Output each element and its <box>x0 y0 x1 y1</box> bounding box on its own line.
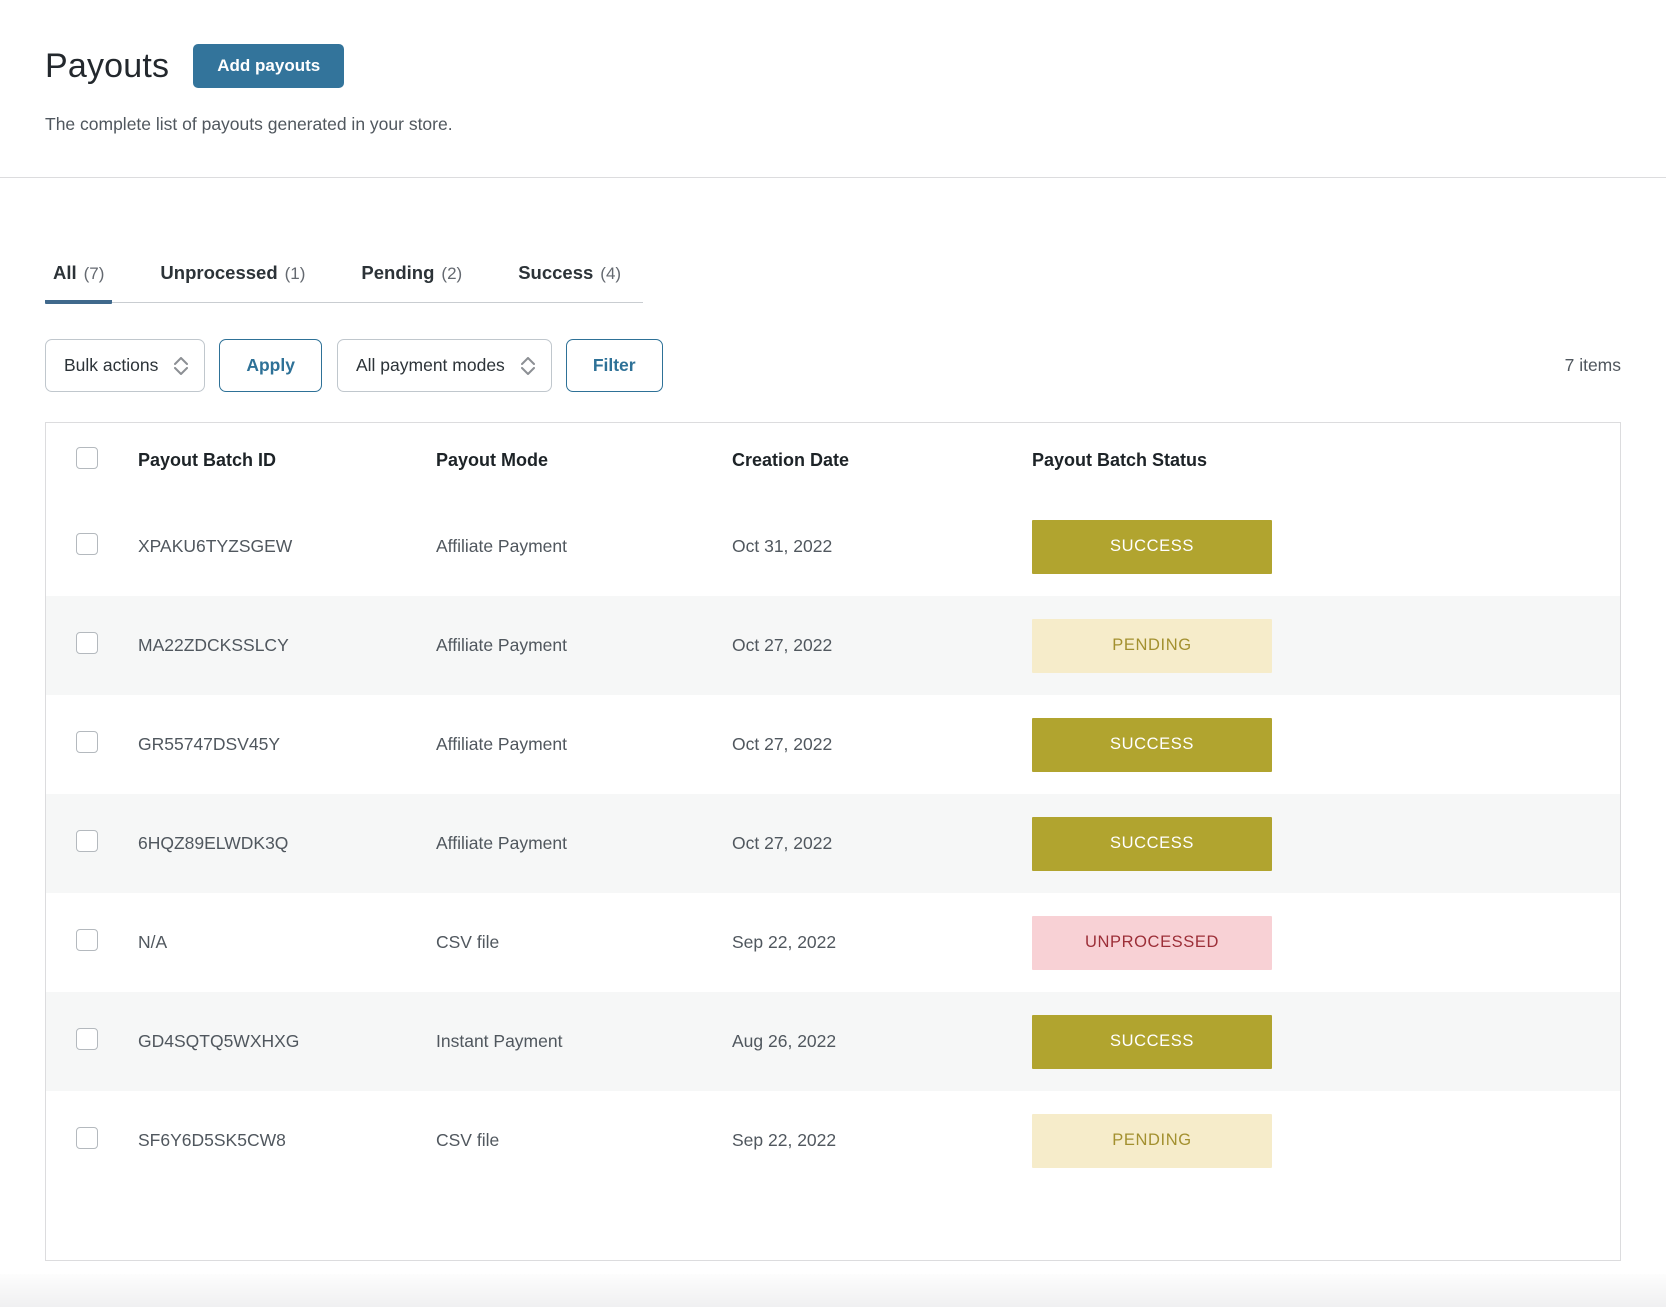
select-all-checkbox[interactable] <box>76 446 98 469</box>
table-row: GD4SQTQ5WXHXG Instant Payment Aug 26, 20… <box>46 992 1620 1091</box>
creation-date: Oct 27, 2022 <box>732 635 833 655</box>
status-badge: SUCCESS <box>1032 1014 1272 1069</box>
table-body: XPAKU6TYZSGEW Affiliate Payment Oct 31, … <box>46 497 1620 1190</box>
table-row: SF6Y6D5SK5CW8 CSV file Sep 22, 2022 PEND… <box>46 1091 1620 1190</box>
row-checkbox[interactable] <box>76 830 98 852</box>
status-tabs: All (7) Unprocessed (1) Pending (2) Succ… <box>45 262 644 304</box>
tab-count: (2) <box>441 264 463 283</box>
filter-button[interactable]: Filter <box>565 339 663 392</box>
payout-mode: Affiliate Payment <box>436 833 567 853</box>
creation-date: Oct 31, 2022 <box>732 536 833 556</box>
tab-label: All <box>53 262 77 283</box>
chevron-updown-icon <box>174 356 189 375</box>
payouts-table: Payout Batch ID Payout Mode Creation Dat… <box>45 422 1621 1261</box>
payout-mode: Affiliate Payment <box>436 635 567 655</box>
table-row: N/A CSV file Sep 22, 2022 UNPROCESSED <box>46 893 1620 992</box>
items-count: 7 items <box>1564 355 1621 375</box>
status-badge: SUCCESS <box>1032 717 1272 772</box>
payment-modes-select[interactable]: All payment modes <box>336 339 552 392</box>
creation-date: Oct 27, 2022 <box>732 833 833 853</box>
row-checkbox[interactable] <box>76 1028 98 1050</box>
payout-batch-id: N/A <box>138 932 168 952</box>
row-checkbox[interactable] <box>76 1127 98 1149</box>
table-row: GR55747DSV45Y Affiliate Payment Oct 27, … <box>46 695 1620 794</box>
payout-mode: Affiliate Payment <box>436 536 567 556</box>
status-badge: UNPROCESSED <box>1032 915 1272 970</box>
creation-date: Sep 22, 2022 <box>732 932 837 952</box>
header-divider <box>0 177 1666 178</box>
tab-count: (4) <box>600 264 622 283</box>
row-checkbox[interactable] <box>76 929 98 951</box>
payout-batch-id: XPAKU6TYZSGEW <box>138 536 293 556</box>
tab-pending[interactable]: Pending (2) <box>353 262 470 304</box>
status-badge: PENDING <box>1032 1113 1272 1168</box>
column-header-mode: Payout Mode <box>436 449 549 470</box>
tab-success[interactable]: Success (4) <box>510 262 629 304</box>
tab-label: Success <box>518 262 594 283</box>
creation-date: Oct 27, 2022 <box>732 734 833 754</box>
table-row: MA22ZDCKSSLCY Affiliate Payment Oct 27, … <box>46 596 1620 695</box>
tab-unprocessed[interactable]: Unprocessed (1) <box>152 262 313 304</box>
payout-mode: CSV file <box>436 932 500 952</box>
column-header-status: Payout Batch Status <box>1032 449 1208 470</box>
bulk-actions-label: Bulk actions <box>64 355 159 375</box>
bulk-actions-select[interactable]: Bulk actions <box>45 339 206 392</box>
payment-modes-label: All payment modes <box>355 355 505 375</box>
tab-label: Pending <box>361 262 435 283</box>
payout-batch-id: MA22ZDCKSSLCY <box>138 635 289 655</box>
status-badge: PENDING <box>1032 618 1272 673</box>
tab-count: (1) <box>284 264 306 283</box>
creation-date: Sep 22, 2022 <box>732 1130 837 1150</box>
row-checkbox[interactable] <box>76 632 98 654</box>
payout-batch-id: 6HQZ89ELWDK3Q <box>138 833 289 853</box>
page-title: Payouts <box>45 46 170 85</box>
table-footer-space <box>46 1190 1620 1260</box>
payout-mode: Instant Payment <box>436 1031 563 1051</box>
tab-all[interactable]: All (7) <box>45 262 113 304</box>
status-badge: SUCCESS <box>1032 816 1272 871</box>
column-header-date: Creation Date <box>732 449 850 470</box>
column-header-batch-id: Payout Batch ID <box>138 449 277 470</box>
tab-label: Unprocessed <box>160 262 278 283</box>
page-header: Payouts Add payouts The complete list of… <box>0 0 1666 135</box>
chevron-updown-icon <box>520 356 535 375</box>
tab-count: (7) <box>83 264 105 283</box>
table-row: 6HQZ89ELWDK3Q Affiliate Payment Oct 27, … <box>46 794 1620 893</box>
row-checkbox[interactable] <box>76 731 98 753</box>
page-subtitle: The complete list of payouts generated i… <box>45 114 453 134</box>
toolbar: Bulk actions Apply All payment modes Fil… <box>45 339 1621 392</box>
creation-date: Aug 26, 2022 <box>732 1031 837 1051</box>
row-checkbox[interactable] <box>76 533 98 555</box>
table-header-row: Payout Batch ID Payout Mode Creation Dat… <box>46 423 1620 497</box>
add-payouts-button[interactable]: Add payouts <box>193 44 345 88</box>
apply-button[interactable]: Apply <box>219 339 322 392</box>
payout-mode: CSV file <box>436 1130 500 1150</box>
payout-mode: Affiliate Payment <box>436 734 567 754</box>
table-row: XPAKU6TYZSGEW Affiliate Payment Oct 31, … <box>46 497 1620 596</box>
payout-batch-id: GR55747DSV45Y <box>138 734 281 754</box>
status-badge: SUCCESS <box>1032 519 1272 574</box>
payout-batch-id: SF6Y6D5SK5CW8 <box>138 1130 286 1150</box>
page-bottom-strip <box>0 1274 1666 1307</box>
payout-batch-id: GD4SQTQ5WXHXG <box>138 1031 300 1051</box>
